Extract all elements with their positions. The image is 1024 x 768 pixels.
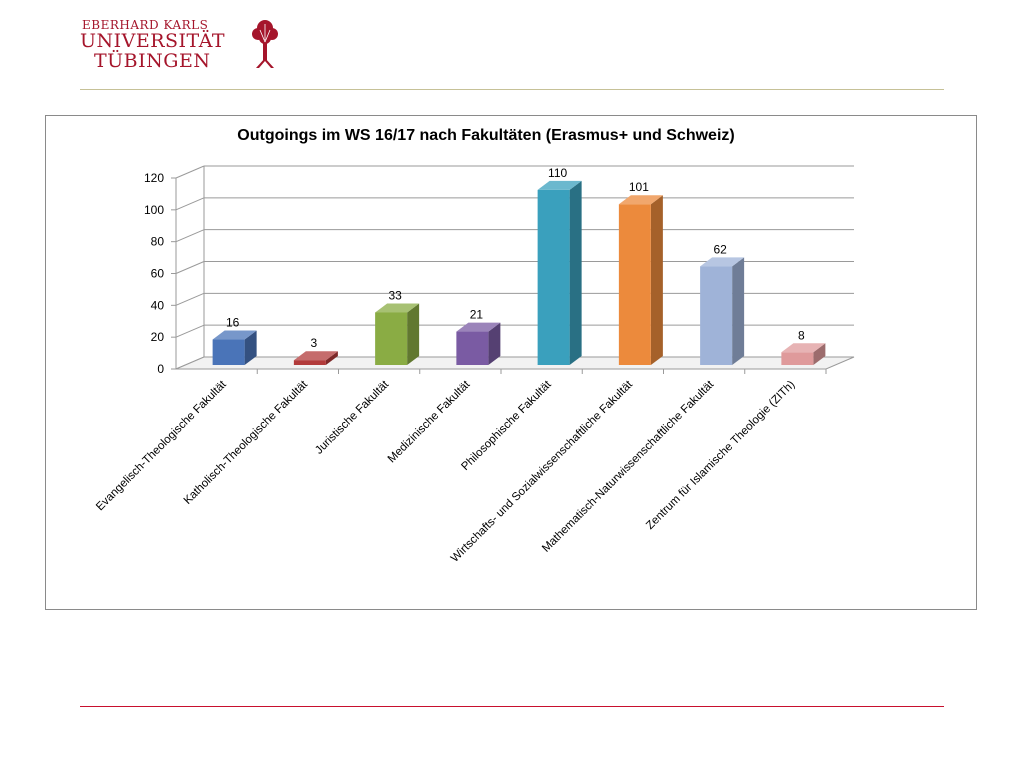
y-tick-label: 0 [157, 362, 164, 376]
x-category-label: Mathematisch-Naturwissenschaftliche Faku… [540, 378, 717, 555]
logo-line-3: TÜBINGEN [94, 50, 211, 72]
gridline-depth [175, 165, 205, 179]
bar-front [537, 189, 570, 365]
gridline-depth [175, 261, 205, 274]
data-label: 16 [226, 316, 240, 330]
logo-line-2: UNIVERSITÄT [80, 30, 226, 52]
bar-top [456, 322, 501, 332]
bar-2 [293, 351, 338, 365]
data-label: 8 [798, 328, 805, 342]
gridline-depth [175, 324, 205, 338]
bar-top [212, 330, 257, 340]
bar-side [569, 180, 582, 365]
chart-frame: Outgoings im WS 16/17 nach Fakultäten (E… [45, 115, 977, 610]
y-tick-label: 80 [151, 235, 165, 249]
y-tick-label: 120 [144, 171, 164, 185]
data-label: 33 [388, 288, 402, 302]
data-label: 62 [713, 242, 727, 256]
bar-front [781, 352, 814, 365]
y-tick-label: 20 [151, 330, 165, 344]
data-label: 3 [311, 336, 318, 350]
y-tick-label: 40 [151, 298, 165, 312]
chart-floor [175, 356, 855, 370]
bar-side [325, 351, 338, 365]
bar-side [732, 257, 745, 365]
y-tick-label: 100 [144, 203, 164, 217]
bar-3 [375, 303, 420, 365]
bar-4 [456, 322, 501, 365]
bar-top [618, 195, 663, 205]
bar-side [813, 343, 826, 365]
y-tick-label: 60 [151, 267, 165, 281]
footer-divider [80, 706, 944, 707]
x-category-label: Zentrum für Islamische Theologie (ZITh) [644, 379, 798, 533]
university-logo: EBERHARD KARLS UNIVERSITÄT TÜBINGEN [80, 18, 290, 78]
gridline-depth [175, 197, 205, 211]
header-divider [80, 89, 944, 90]
bar-6 [618, 195, 663, 365]
gridline-depth [175, 292, 205, 306]
bar-top [375, 303, 420, 313]
bar-front [212, 339, 245, 365]
bar-side [407, 303, 420, 365]
logo-line-1: EBERHARD KARLS [82, 18, 209, 32]
bar-5 [537, 180, 582, 365]
bar-top [781, 343, 826, 353]
bar-front [375, 312, 408, 365]
bar-side [244, 330, 257, 365]
chart-title: Outgoings im WS 16/17 nach Fakultäten (E… [237, 127, 734, 144]
x-category-label: Juristische Fakultät [313, 378, 392, 457]
tree-emblem-icon [252, 20, 278, 68]
x-category-label: Medizinische Fakultät [386, 378, 473, 465]
x-category-label: Philosophische Fakultät [459, 378, 554, 473]
bar-top [700, 257, 745, 267]
x-category-label: Wirtschafts- und Sozialwissenschaftliche… [449, 378, 636, 565]
bar-front [293, 360, 326, 365]
bar-chart: Outgoings im WS 16/17 nach Fakultäten (E… [94, 127, 855, 565]
bar-top [537, 180, 582, 190]
gridline-depth [175, 229, 205, 243]
bar-top [293, 351, 338, 361]
data-label: 21 [470, 308, 484, 322]
bar-side [488, 322, 501, 365]
bar-7 [700, 257, 745, 365]
bar-front [700, 266, 733, 365]
bar-front [618, 204, 651, 365]
bar-front [456, 331, 489, 365]
bar-8 [781, 343, 826, 365]
bar-side [650, 195, 663, 365]
x-category-label: Evangelisch-Theologische Fakultät [94, 378, 229, 513]
data-label: 110 [548, 166, 567, 180]
data-label: 101 [629, 180, 649, 194]
bar-1 [212, 330, 257, 365]
